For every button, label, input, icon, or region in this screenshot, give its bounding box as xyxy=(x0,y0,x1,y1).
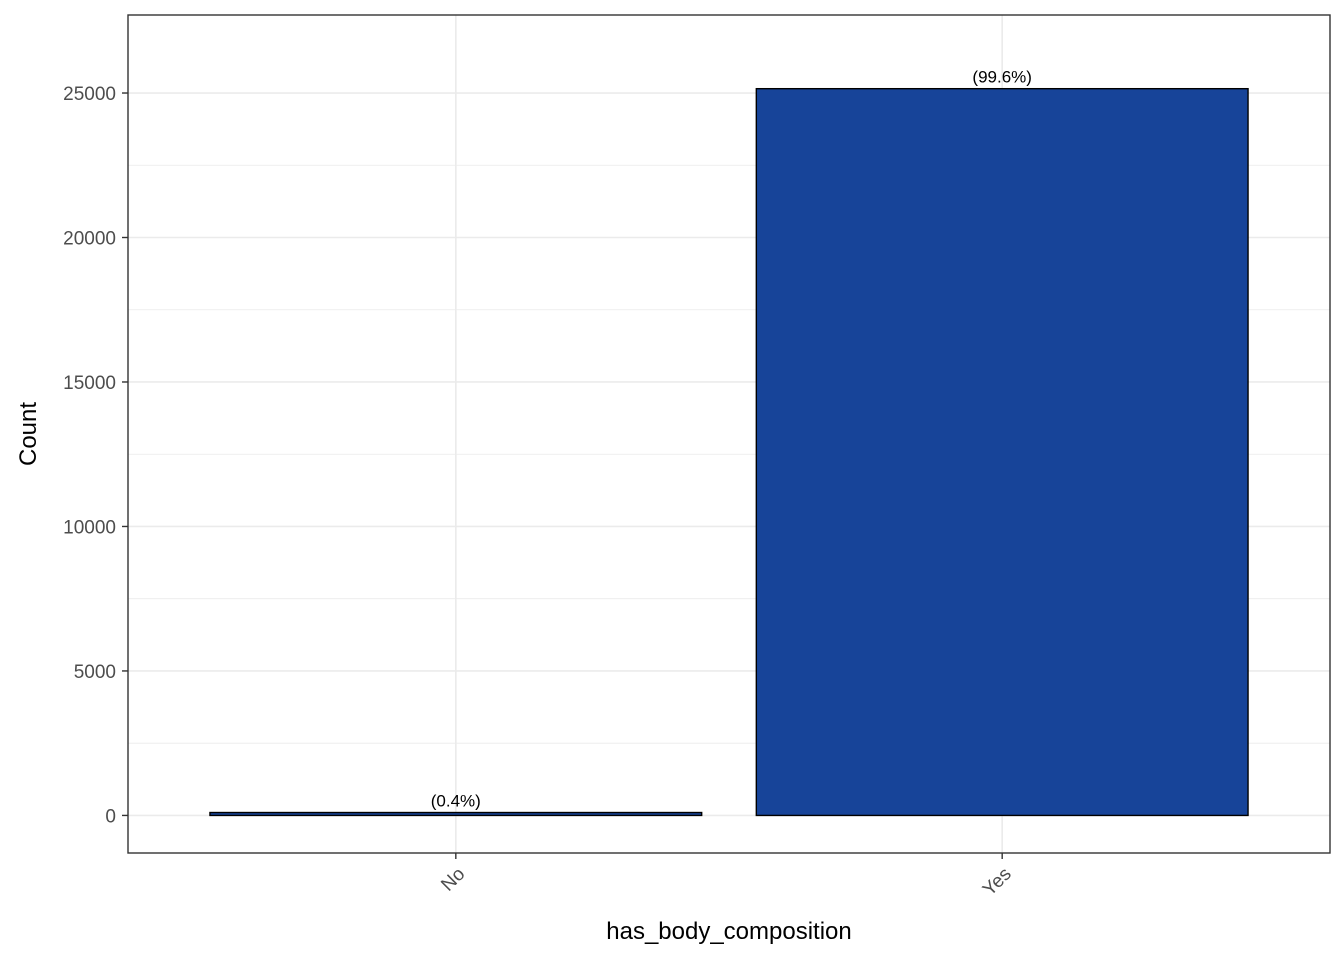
x-tick-label-no: No xyxy=(437,864,469,896)
y-tick-label: 0 xyxy=(105,806,116,827)
y-axis-ticks: 0 5000 10000 15000 20000 25000 xyxy=(63,84,128,827)
x-tick-label-yes: Yes xyxy=(979,864,1016,901)
y-axis-title: Count xyxy=(15,402,42,466)
y-tick-label: 25000 xyxy=(63,84,116,105)
y-tick-label: 5000 xyxy=(74,662,116,683)
data-label-yes: (99.6%) xyxy=(972,68,1032,87)
x-axis-title: has_body_composition xyxy=(606,918,852,945)
bar-no xyxy=(209,811,703,817)
bar-yes xyxy=(755,87,1249,817)
y-tick-label: 20000 xyxy=(63,229,116,250)
panel-border xyxy=(127,14,1331,854)
y-tick-label: 10000 xyxy=(63,517,116,538)
data-labels: (0.4%) (99.6%) xyxy=(431,68,1032,811)
x-axis-ticks: No Yes xyxy=(437,853,1016,901)
y-tick-label: 15000 xyxy=(63,373,116,394)
bars xyxy=(209,87,1249,817)
data-label-no: (0.4%) xyxy=(431,792,481,811)
